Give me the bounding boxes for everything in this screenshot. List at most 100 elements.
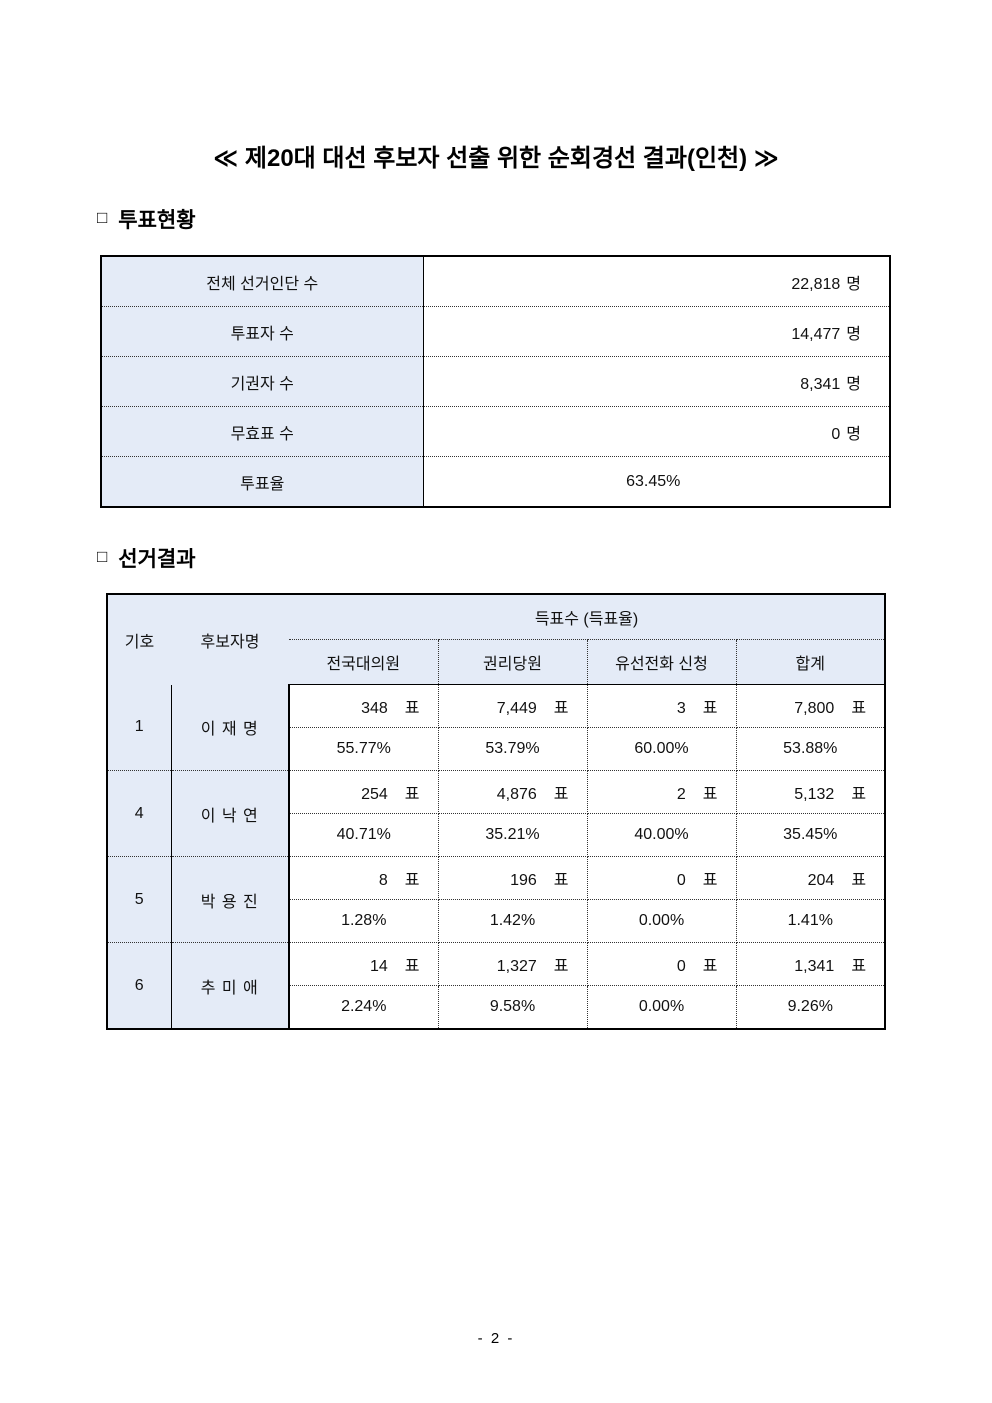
vote-number: 0 bbox=[676, 958, 686, 975]
col-header-votes-group: 득표수 (득표율) bbox=[289, 594, 886, 640]
vote-cell: 1,341 표 bbox=[736, 942, 886, 986]
table-row: 투표율 63.45% bbox=[101, 456, 890, 507]
percent-cell: 9.26% bbox=[787, 998, 833, 1015]
header-row: 기호 후보자명 득표수 (득표율) bbox=[107, 594, 886, 685]
col-header-symbol: 기호 bbox=[107, 594, 171, 685]
vote-number: 5,132 bbox=[794, 786, 835, 803]
vote-unit: 표 bbox=[702, 872, 718, 889]
vote-unit: 표 bbox=[702, 700, 718, 717]
election-results-table: 기호 후보자명 득표수 (득표율) 전국대의원 권리당원 유선전화 신청 합계 … bbox=[106, 593, 887, 1030]
vote-cell: 348 표 bbox=[289, 684, 439, 728]
section-title: 선거결과 bbox=[118, 548, 196, 571]
vote-unit: 표 bbox=[851, 872, 867, 889]
value-number: 0 bbox=[831, 425, 841, 443]
percent-cell: 35.21% bbox=[438, 813, 588, 857]
candidate-symbol: 5 bbox=[107, 856, 172, 943]
header-row: 전국대의원 권리당원 유선전화 신청 합계 bbox=[107, 639, 886, 685]
percent-cell: 53.79% bbox=[438, 727, 588, 771]
vote-cell: 254 표 bbox=[289, 770, 439, 814]
page-number: - 2 - bbox=[477, 1330, 515, 1347]
vote-cell: 7,800 표 bbox=[736, 684, 886, 728]
vote-cell: 14 표 bbox=[289, 942, 439, 986]
vote-number: 196 bbox=[510, 872, 537, 889]
candidate-symbol: 4 bbox=[107, 770, 172, 857]
row-value: 22,818 명 bbox=[423, 256, 890, 307]
value-unit: 명 bbox=[846, 325, 861, 343]
candidate-name: 이 낙 연 bbox=[171, 770, 290, 857]
vote-cell: 1,327 표 bbox=[438, 942, 588, 986]
row-label: 기권자 수 bbox=[101, 356, 424, 407]
row-label: 투표자 수 bbox=[101, 306, 424, 357]
vote-unit: 표 bbox=[553, 700, 569, 717]
col-header-total: 합계 bbox=[736, 639, 886, 685]
vote-number: 204 bbox=[807, 872, 835, 889]
row-label: 전체 선거인단 수 bbox=[101, 256, 424, 307]
percent-cell: 55.77% bbox=[289, 727, 439, 771]
candidate-symbol: 6 bbox=[107, 942, 172, 1029]
vote-number: 4,876 bbox=[496, 786, 537, 803]
candidate-symbol: 1 bbox=[107, 684, 172, 771]
vote-unit: 표 bbox=[851, 958, 867, 975]
percent-cell: 0.00% bbox=[587, 985, 737, 1029]
percent-cell: 60.00% bbox=[587, 727, 737, 771]
vote-unit: 표 bbox=[702, 958, 718, 975]
col-header-members: 권리당원 bbox=[438, 639, 588, 685]
row-label: 무효표 수 bbox=[101, 406, 424, 457]
vote-unit: 표 bbox=[553, 958, 569, 975]
candidate-name: 이 재 명 bbox=[171, 684, 290, 771]
candidate-name: 추 미 애 bbox=[171, 942, 290, 1029]
vote-number: 1,327 bbox=[496, 958, 537, 975]
percent-cell: 1.42% bbox=[438, 899, 588, 943]
vote-number: 7,800 bbox=[794, 700, 835, 717]
vote-cell: 204 표 bbox=[736, 856, 886, 900]
percent-cell: 40.71% bbox=[289, 813, 439, 857]
page-title: ≪ 제20대 대선 후보자 선출 위한 순회경선 결과(인천) ≫ bbox=[213, 145, 779, 172]
vote-number: 8 bbox=[378, 872, 388, 889]
row-value: 63.45% bbox=[423, 456, 890, 507]
vote-unit: 표 bbox=[404, 700, 420, 717]
vote-unit: 표 bbox=[553, 786, 569, 803]
percent-cell: 53.88% bbox=[736, 727, 886, 771]
vote-number: 3 bbox=[676, 700, 686, 717]
percent-cell: 40.00% bbox=[587, 813, 737, 857]
candidate-name: 박 용 진 bbox=[171, 856, 290, 943]
vote-unit: 표 bbox=[553, 872, 569, 889]
vote-cell: 196 표 bbox=[438, 856, 588, 900]
row-value: 14,477 명 bbox=[423, 306, 890, 357]
percent-cell: 0.00% bbox=[587, 899, 737, 943]
vote-number: 2 bbox=[676, 786, 686, 803]
percent-cell: 1.28% bbox=[289, 899, 439, 943]
table-row: 투표자 수 14,477 명 bbox=[101, 306, 890, 357]
col-header-candidate: 후보자명 bbox=[171, 594, 289, 685]
row-value: 8,341 명 bbox=[423, 356, 890, 407]
percent-cell: 1.41% bbox=[736, 899, 886, 943]
value-number: 8,341 bbox=[800, 375, 841, 393]
vote-number: 348 bbox=[361, 700, 388, 717]
section-title: 투표현황 bbox=[118, 209, 196, 232]
value-number: 63.45% bbox=[626, 472, 681, 490]
candidate-percent-row: 1.28% 1.42% 0.00% 1.41% bbox=[107, 899, 886, 943]
vote-cell: 7,449 표 bbox=[438, 684, 588, 728]
section-header-voting-status: □ 투표현황 bbox=[97, 204, 196, 234]
value-unit: 명 bbox=[846, 375, 861, 393]
vote-number: 14 bbox=[369, 958, 388, 975]
vote-number: 0 bbox=[676, 872, 686, 889]
table-row: 전체 선거인단 수 22,818 명 bbox=[101, 256, 890, 307]
vote-number: 254 bbox=[361, 786, 388, 803]
square-bullet-icon: □ bbox=[97, 547, 108, 566]
col-header-delegates: 전국대의원 bbox=[289, 639, 439, 685]
vote-cell: 5,132 표 bbox=[736, 770, 886, 814]
value-unit: 명 bbox=[846, 275, 861, 293]
vote-unit: 표 bbox=[404, 872, 420, 889]
